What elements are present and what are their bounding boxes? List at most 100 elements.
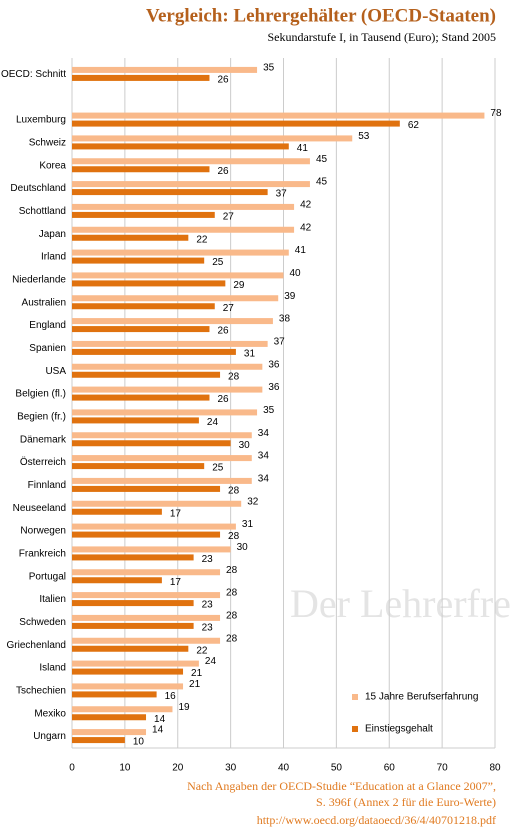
- y-tick-label: Luxemburg: [16, 115, 66, 126]
- value-label: 30: [237, 542, 249, 553]
- bar: [72, 74, 210, 81]
- bar: [72, 645, 189, 652]
- value-label: 26: [217, 326, 229, 337]
- value-label: 41: [295, 245, 307, 256]
- y-tick-label: Australien: [22, 297, 66, 308]
- value-label: 22: [196, 234, 208, 245]
- value-label: 25: [212, 463, 224, 474]
- bar: [72, 637, 221, 644]
- bar: [72, 660, 199, 667]
- y-tick-label: Norwegen: [20, 526, 66, 537]
- bar: [72, 348, 236, 355]
- y-tick-label: OECD: Schnitt: [1, 69, 66, 80]
- bar: [72, 189, 268, 196]
- value-label: 23: [202, 554, 214, 565]
- x-tick-label: 30: [225, 763, 237, 774]
- value-label: 35: [263, 63, 275, 74]
- bar: [72, 371, 221, 378]
- x-tick-label: 40: [278, 763, 290, 774]
- value-label: 42: [300, 222, 312, 233]
- x-tick-label: 50: [331, 763, 343, 774]
- value-label: 36: [268, 382, 280, 393]
- bar: [72, 112, 485, 119]
- bar: [72, 226, 295, 233]
- x-tick-label: 60: [384, 763, 396, 774]
- value-label: 26: [217, 394, 229, 405]
- bar: [72, 523, 236, 530]
- value-label: 37: [274, 337, 286, 348]
- y-tick-label: Schweiz: [29, 138, 66, 149]
- bar: [72, 211, 215, 218]
- y-tick-label: England: [29, 320, 66, 331]
- bar: [72, 531, 221, 538]
- bar: [72, 577, 162, 584]
- bar: [72, 508, 162, 515]
- value-label: 34: [258, 474, 270, 485]
- bar: [72, 272, 284, 279]
- legend-label: 15 Jahre Berufserfahrung: [365, 692, 478, 703]
- y-tick-label: Begien (fr.): [17, 412, 66, 423]
- value-label: 62: [408, 120, 420, 131]
- value-label: 28: [228, 371, 240, 382]
- value-label: 26: [217, 166, 229, 177]
- note: http://www.oecd.org/dataoecd/36/4/407012…: [257, 813, 496, 827]
- bar: [72, 440, 231, 447]
- bar: [72, 600, 194, 607]
- y-tick-label: Schweden: [19, 617, 66, 628]
- chart-subtitle: Sekundarstufe I, in Tausend (Euro); Stan…: [267, 30, 496, 44]
- bar: [72, 234, 189, 241]
- bar: [72, 318, 273, 325]
- y-tick-label: Portugal: [29, 571, 66, 582]
- bar: [72, 622, 194, 629]
- y-tick-label: Island: [39, 663, 66, 674]
- y-tick-label: Belgien (fl.): [15, 389, 66, 400]
- value-label: 23: [202, 600, 214, 611]
- y-tick-label: Irland: [41, 252, 66, 263]
- bar: [72, 477, 252, 484]
- value-label: 53: [358, 131, 370, 142]
- value-label: 24: [205, 656, 217, 667]
- value-label: 27: [223, 303, 235, 314]
- y-tick-label: Niederlande: [12, 275, 66, 286]
- legend-swatch: [352, 694, 358, 700]
- watermark: Der Lehrerfreund: [290, 581, 510, 626]
- value-label: 28: [228, 486, 240, 497]
- bar: [72, 386, 263, 393]
- bar: [72, 394, 210, 401]
- value-label: 28: [228, 531, 240, 542]
- value-label: 31: [244, 349, 256, 360]
- bar: [72, 417, 199, 424]
- y-tick-label: Finnland: [28, 480, 66, 491]
- note: Nach Angaben der OECD-Studie “Education …: [187, 779, 496, 793]
- value-label: 26: [217, 75, 229, 86]
- bar: [72, 714, 147, 721]
- bar: [72, 737, 125, 744]
- value-label: 22: [196, 645, 208, 656]
- bar: [72, 432, 252, 439]
- value-label: 34: [258, 428, 270, 439]
- y-tick-label: Schottland: [19, 206, 66, 217]
- bar: [72, 729, 147, 736]
- bar: [72, 500, 242, 507]
- bar: [72, 554, 194, 561]
- value-label: 35: [263, 405, 275, 416]
- bar: [72, 303, 215, 310]
- chart-title: Vergleich: Lehrergehälter (OECD-Staaten): [146, 5, 496, 26]
- bar: [72, 455, 252, 462]
- bar: [72, 614, 221, 621]
- value-label: 28: [226, 633, 238, 644]
- value-label: 19: [178, 702, 190, 713]
- y-tick-label: Korea: [39, 160, 66, 171]
- bar: [72, 546, 231, 553]
- y-tick-label: Griechenland: [7, 640, 66, 651]
- bar: [72, 569, 221, 576]
- bar: [72, 683, 184, 690]
- value-label: 24: [207, 417, 219, 428]
- value-label: 16: [165, 691, 177, 702]
- value-label: 28: [226, 588, 238, 599]
- value-label: 10: [133, 737, 145, 748]
- bar: [72, 203, 295, 210]
- y-tick-label: Neuseeland: [13, 503, 66, 514]
- value-label: 31: [242, 519, 254, 530]
